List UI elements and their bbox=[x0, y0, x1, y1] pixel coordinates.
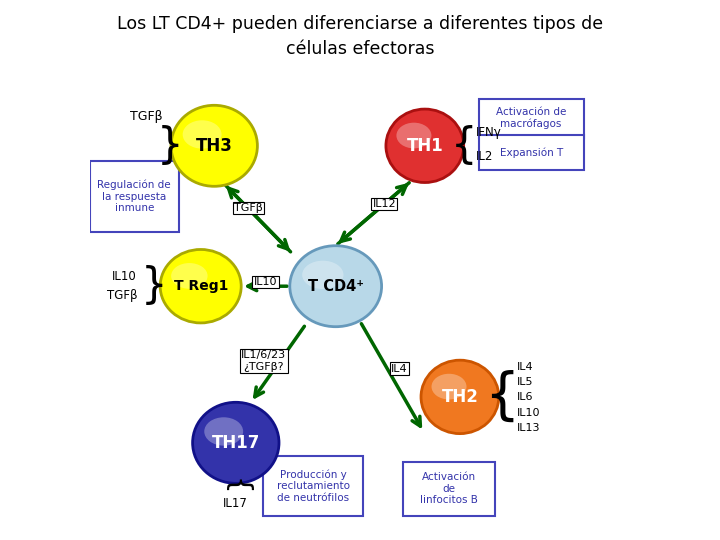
Text: TGFβ: TGFβ bbox=[107, 289, 138, 302]
Text: TH1: TH1 bbox=[406, 137, 444, 155]
Text: Expansión T: Expansión T bbox=[500, 147, 563, 158]
Text: IL2: IL2 bbox=[476, 150, 493, 163]
Ellipse shape bbox=[421, 360, 499, 434]
Ellipse shape bbox=[171, 105, 258, 186]
FancyBboxPatch shape bbox=[479, 135, 584, 170]
Text: IL17: IL17 bbox=[223, 497, 248, 510]
Text: Producción y
reclutamiento
de neutrófilos: Producción y reclutamiento de neutrófilo… bbox=[276, 469, 349, 503]
Text: TH17: TH17 bbox=[212, 434, 260, 452]
Text: IL10: IL10 bbox=[253, 277, 277, 287]
Text: IL4: IL4 bbox=[391, 364, 408, 374]
Text: IL12: IL12 bbox=[372, 199, 396, 209]
Text: {: { bbox=[484, 370, 519, 424]
Ellipse shape bbox=[183, 120, 222, 148]
Text: IFNγ: IFNγ bbox=[476, 126, 502, 139]
Ellipse shape bbox=[193, 402, 279, 483]
Text: Activación de
macrófagos: Activación de macrófagos bbox=[496, 107, 567, 130]
Text: T CD4⁺: T CD4⁺ bbox=[307, 279, 364, 294]
FancyBboxPatch shape bbox=[479, 99, 584, 138]
FancyBboxPatch shape bbox=[263, 456, 363, 516]
Ellipse shape bbox=[397, 123, 431, 148]
Ellipse shape bbox=[386, 109, 464, 183]
FancyBboxPatch shape bbox=[90, 161, 179, 232]
Text: Los LT CD4+ pueden diferenciarse a diferentes tipos de: Los LT CD4+ pueden diferenciarse a difer… bbox=[117, 15, 603, 33]
Text: IL1/6/23
¿TGFβ?: IL1/6/23 ¿TGFβ? bbox=[241, 350, 287, 372]
Ellipse shape bbox=[204, 417, 243, 446]
Ellipse shape bbox=[431, 374, 467, 400]
Text: }: } bbox=[157, 125, 183, 167]
Text: Regulación de
la respuesta
inmune: Regulación de la respuesta inmune bbox=[97, 180, 171, 213]
Text: }: } bbox=[140, 265, 167, 307]
Text: IL6: IL6 bbox=[517, 393, 533, 402]
Text: TGFβ: TGFβ bbox=[130, 110, 163, 123]
Text: TGFβ: TGFβ bbox=[234, 203, 263, 213]
Text: TH3: TH3 bbox=[196, 137, 233, 155]
Ellipse shape bbox=[302, 261, 343, 289]
Text: IL5: IL5 bbox=[517, 377, 533, 387]
Text: IL13: IL13 bbox=[517, 423, 540, 433]
Text: T Reg1: T Reg1 bbox=[174, 279, 228, 293]
Ellipse shape bbox=[171, 263, 207, 289]
Ellipse shape bbox=[160, 249, 241, 323]
Text: IL10: IL10 bbox=[517, 408, 540, 417]
FancyBboxPatch shape bbox=[403, 462, 495, 516]
Text: TH2: TH2 bbox=[441, 388, 478, 406]
Text: IL4: IL4 bbox=[517, 362, 534, 372]
Text: {: { bbox=[222, 478, 250, 496]
Text: Activación
de
linfocitos B: Activación de linfocitos B bbox=[420, 472, 478, 505]
Text: células efectoras: células efectoras bbox=[286, 39, 434, 58]
Text: {: { bbox=[451, 125, 477, 167]
Text: IL10: IL10 bbox=[112, 270, 136, 283]
Ellipse shape bbox=[290, 246, 382, 327]
